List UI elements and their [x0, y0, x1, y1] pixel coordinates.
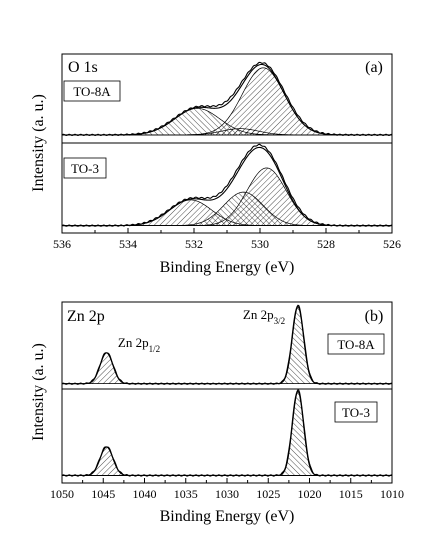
panel-b-element-label: Zn 2p: [67, 308, 105, 325]
panel-b-x-axis-label: Binding Energy (eV): [160, 508, 295, 525]
panel-a-y-axis-label: Intensity (a. u.): [30, 94, 47, 192]
zn-2p-1-2-sub: 1/2: [149, 344, 161, 354]
panel-b-tag: (b): [365, 308, 384, 325]
zn-2p-3-2-sub: 3/2: [274, 316, 286, 326]
panel-a-element-label: O 1s: [68, 59, 98, 76]
panel-b-sample-box-bottom: [334, 401, 378, 423]
zn-2p-1-2-main: Zn 2p: [118, 335, 149, 350]
panel-a-plot: [62, 61, 392, 227]
panel-b-plot: [62, 304, 392, 477]
zn-2p-3-2-label: Zn 2p3/2: [243, 307, 285, 326]
panel-b-x-tick-label: 1030: [215, 487, 239, 501]
panel-a-sample-label-bottom: TO-3: [71, 161, 99, 176]
panel-b-to-3-component-1: [62, 446, 392, 476]
panel-a-tag: (a): [365, 59, 383, 76]
panel-a-subpanel-bottom: [62, 143, 392, 227]
panel-a-x-axis-label: Binding Energy (eV): [160, 259, 295, 276]
panel-a-sample-label-top: TO-8A: [73, 84, 111, 99]
panel-b-x-tick-label: 1015: [339, 487, 363, 501]
panel-b-subpanel-top: [62, 304, 392, 385]
panel-b-to-3-measured-curve: [62, 389, 392, 477]
panel-a-x-tick-label: 532: [185, 237, 203, 251]
panel-b-x-tick-label: 1035: [174, 487, 198, 501]
panel-b-y-axis-label: Intensity (a. u.): [30, 343, 47, 441]
zn-2p-1-2-label: Zn 2p1/2: [118, 335, 160, 354]
panel-b-x-tick-label: 1045: [91, 487, 115, 501]
panel-b-sample-label-top: TO-8A: [337, 337, 375, 352]
panel-b-x-tick-label: 1020: [298, 487, 322, 501]
panel-a-x-tick-label: 534: [119, 237, 137, 251]
panel-b-to-8a-measured-curve: [62, 304, 392, 385]
panel-b-subpanel-bottom: [62, 389, 392, 477]
panel-b-sample-label-bottom: TO-3: [342, 405, 370, 420]
panel-a-sample-box-bottom: [63, 157, 107, 179]
panel-a-sample-box-top: [63, 80, 121, 102]
panel-a: 536 534 532 530 528 526 O 1s (a) TO-8A TO-3 B…: [30, 53, 401, 276]
panel-a-x-tick-label: 528: [317, 237, 335, 251]
panel-a-x-ticks: 536 534 532 530 528 526: [53, 228, 401, 251]
panel-b-x-tick-label: 1010: [380, 487, 404, 501]
panel-b-x-tick-label: 1050: [50, 487, 74, 501]
zn-2p-3-2-main: Zn 2p: [243, 307, 274, 322]
panel-a-subpanel-top: [62, 61, 392, 137]
panel-a-x-tick-label: 526: [383, 237, 401, 251]
panel-a-x-tick-label: 536: [53, 237, 71, 251]
panel-b-sample-box-top: [327, 333, 385, 355]
panel-b-x-tick-label: 1025: [256, 487, 280, 501]
panel-a-x-tick-label: 530: [251, 237, 269, 251]
panel-b-to-8a-component-1: [62, 352, 392, 385]
panel-b-x-ticks: 1050 1045 1040 1035 1030 1025 1020 1015 1010: [50, 478, 404, 501]
panel-b-x-tick-label: 1040: [133, 487, 157, 501]
panel-b: 1050 1045 1040 1035 1030 1025 1020 1015 1010 Zn …: [30, 301, 404, 525]
